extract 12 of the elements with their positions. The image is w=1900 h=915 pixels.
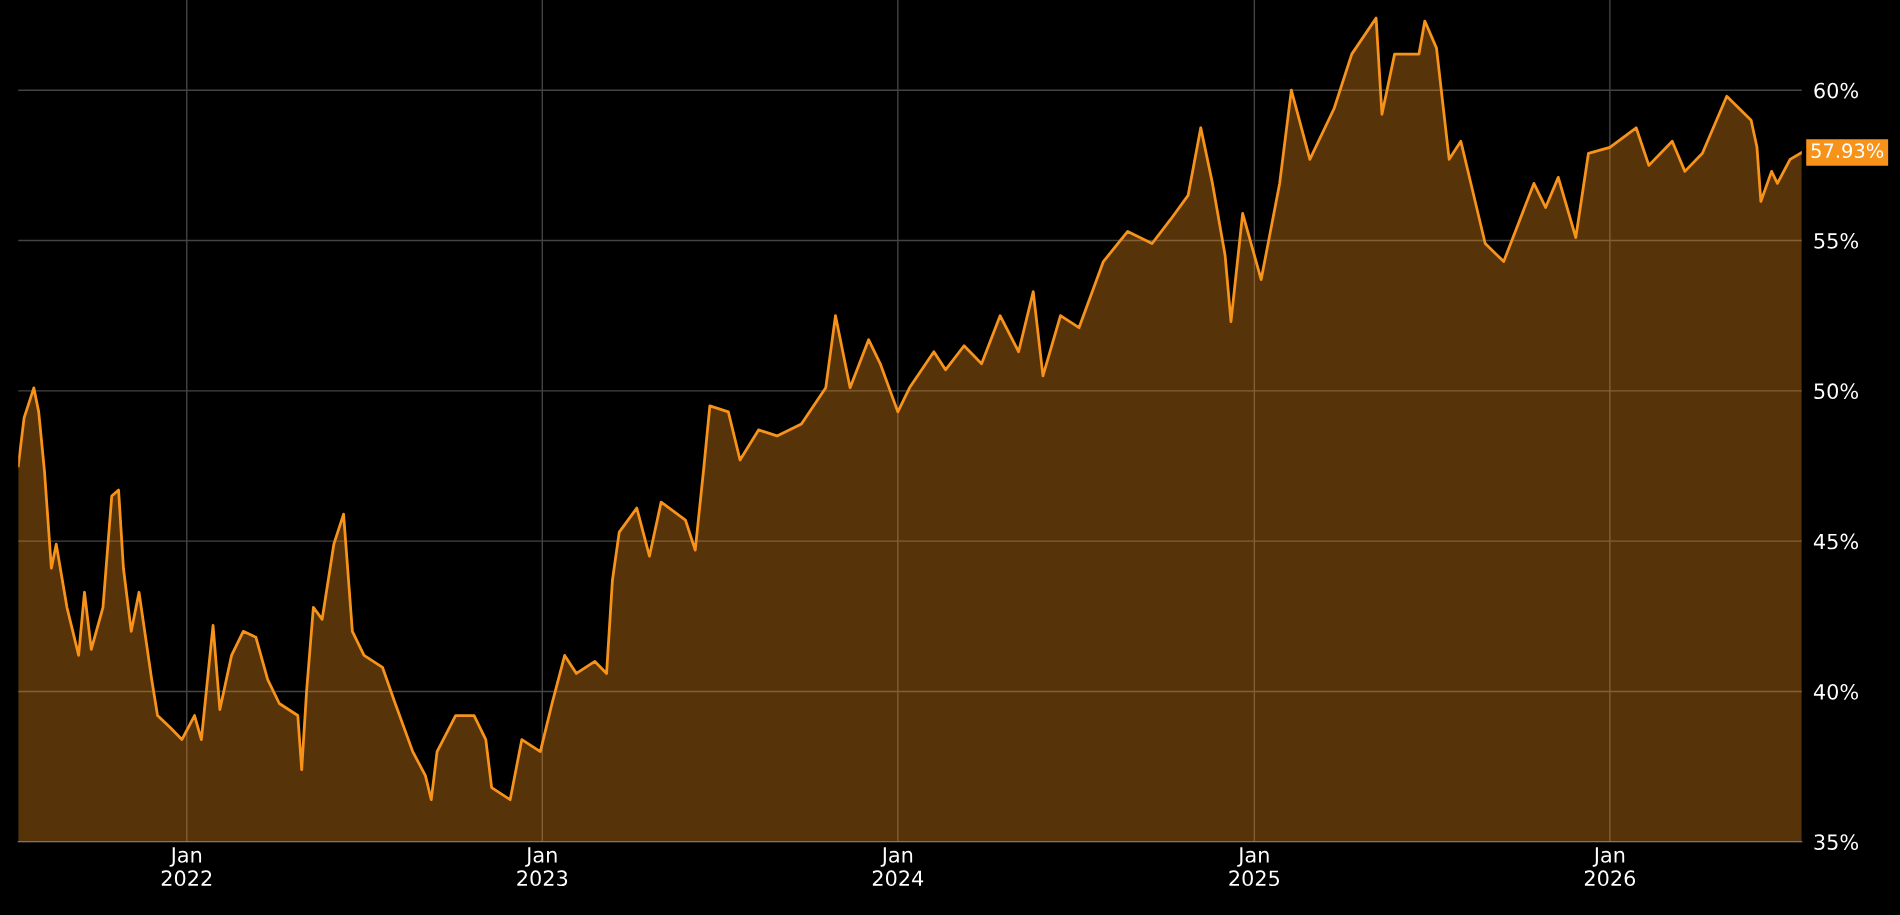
x-tick-label: Jan 2024: [872, 847, 924, 887]
y-tick-label: 45%: [1813, 533, 1859, 550]
x-tick-label: Jan 2022: [161, 847, 212, 887]
y-tick-label: 50%: [1814, 383, 1859, 400]
y-tick-label: 40%: [1813, 683, 1859, 700]
annotation: 57.93%: [1811, 143, 1884, 159]
x-tick-label: Jan 2026: [1584, 847, 1636, 887]
y-tick-label: 60%: [1814, 82, 1859, 99]
x-tick-label: Jan 2023: [517, 847, 568, 887]
x-tick-label: Jan 2025: [1229, 847, 1280, 887]
y-tick-label: 55%: [1814, 232, 1859, 249]
y-tick-label: 35%: [1814, 834, 1859, 851]
